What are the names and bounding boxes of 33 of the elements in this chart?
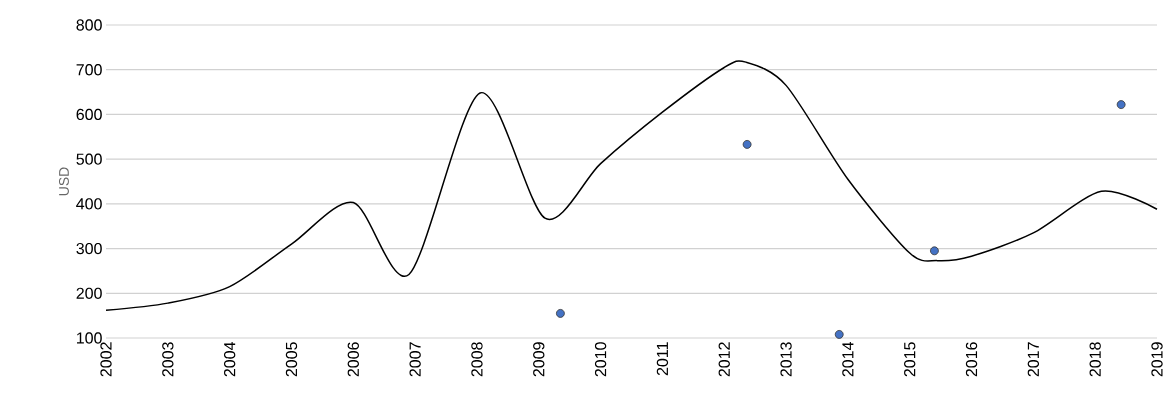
x-tick-label: 2012 [718, 342, 730, 377]
x-tick-label: 2002 [100, 342, 112, 377]
y-tick-label: 400 [76, 198, 102, 210]
y-tick-label: 800 [76, 19, 102, 31]
line-series [105, 61, 1158, 312]
x-tick-label: 2016 [965, 342, 978, 377]
y-tick-label: 700 [76, 64, 102, 76]
y-tick-label: 600 [76, 108, 102, 121]
x-tick-label: 2014 [842, 342, 854, 377]
x-tick-label: 2004 [224, 342, 236, 377]
x-tick-label: 2011 [656, 342, 669, 376]
x-tick-label: 2007 [409, 342, 421, 377]
x-tick-label: 2015 [904, 342, 916, 377]
x-tick-label: 2006 [347, 342, 359, 377]
point [930, 246, 939, 256]
y-tick-label: 300 [76, 242, 102, 255]
x-tick-label: 2003 [162, 342, 174, 377]
point [556, 309, 565, 318]
x-tick-label: 2017 [1027, 342, 1040, 377]
x-tick-label: 2005 [285, 342, 298, 377]
x-tick-label: 2013 [780, 342, 792, 377]
x-tick-label: 2009 [533, 342, 545, 377]
x-tick-label: 2010 [594, 342, 607, 377]
x-tick-label: 2019 [1151, 342, 1163, 377]
point [1116, 100, 1126, 109]
x-tick-label: 2008 [471, 342, 483, 377]
y-tick-label: 500 [76, 153, 102, 165]
point [742, 139, 752, 149]
point [834, 330, 844, 339]
y-tick-label: 200 [76, 287, 102, 299]
y-tick-label: 100 [77, 332, 102, 344]
y-axis-title: USD [58, 167, 69, 196]
x-tick-label: 2018 [1089, 342, 1101, 377]
